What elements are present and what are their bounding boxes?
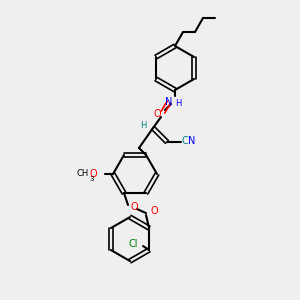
Text: O: O <box>153 109 161 119</box>
Text: N: N <box>188 136 196 146</box>
Text: O: O <box>130 202 138 212</box>
Text: 3: 3 <box>90 176 94 182</box>
Text: Cl: Cl <box>128 239 138 249</box>
Text: C: C <box>182 136 188 146</box>
Text: H: H <box>175 100 181 109</box>
Text: O: O <box>150 206 158 216</box>
Text: N: N <box>165 97 173 107</box>
Text: H: H <box>140 122 146 130</box>
Text: O: O <box>89 169 97 179</box>
Text: CH: CH <box>77 169 89 178</box>
